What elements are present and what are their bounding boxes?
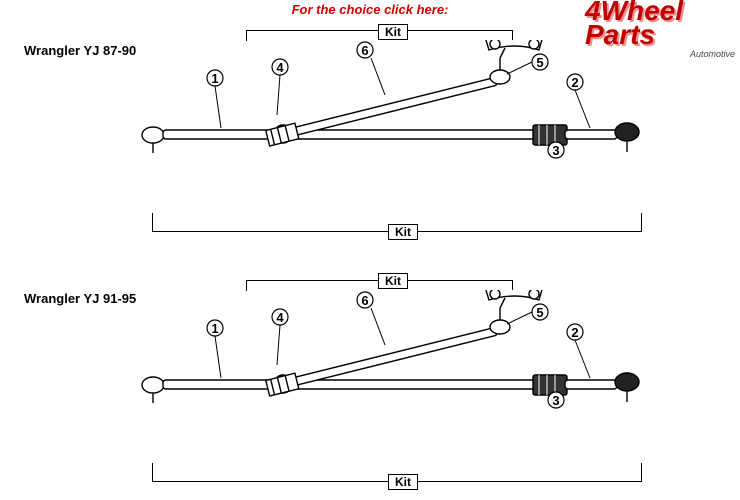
callouts-2: 1 2 3 4 5 6 7 — [207, 290, 583, 408]
svg-text:3: 3 — [552, 393, 559, 408]
kit-label-bottom-1: Kit — [388, 224, 418, 240]
kit-label-bottom-2: Kit — [388, 474, 418, 490]
svg-text:4: 4 — [276, 60, 284, 75]
svg-text:1: 1 — [211, 71, 218, 86]
svg-text:4: 4 — [276, 310, 284, 325]
section-label-1: Wrangler YJ 87-90 — [24, 43, 136, 58]
kit-label-top-1: Kit — [378, 24, 408, 40]
svg-text:6: 6 — [361, 43, 368, 58]
svg-text:2: 2 — [571, 325, 578, 340]
svg-text:5: 5 — [536, 305, 543, 320]
steering-diagram-2: 1 2 3 4 5 6 7 — [135, 290, 655, 490]
svg-text:3: 3 — [552, 143, 559, 158]
header-link[interactable]: For the choice click here: — [292, 2, 449, 17]
svg-text:2: 2 — [571, 75, 578, 90]
svg-text:1: 1 — [211, 321, 218, 336]
steering-diagram-1: 1 2 3 4 5 6 7 — [135, 40, 655, 240]
section-label-2: Wrangler YJ 91-95 — [24, 291, 136, 306]
callouts-1: 1 2 3 4 5 6 7 — [207, 40, 583, 158]
svg-text:6: 6 — [361, 293, 368, 308]
kit-label-top-2: Kit — [378, 273, 408, 289]
svg-text:5: 5 — [536, 55, 543, 70]
